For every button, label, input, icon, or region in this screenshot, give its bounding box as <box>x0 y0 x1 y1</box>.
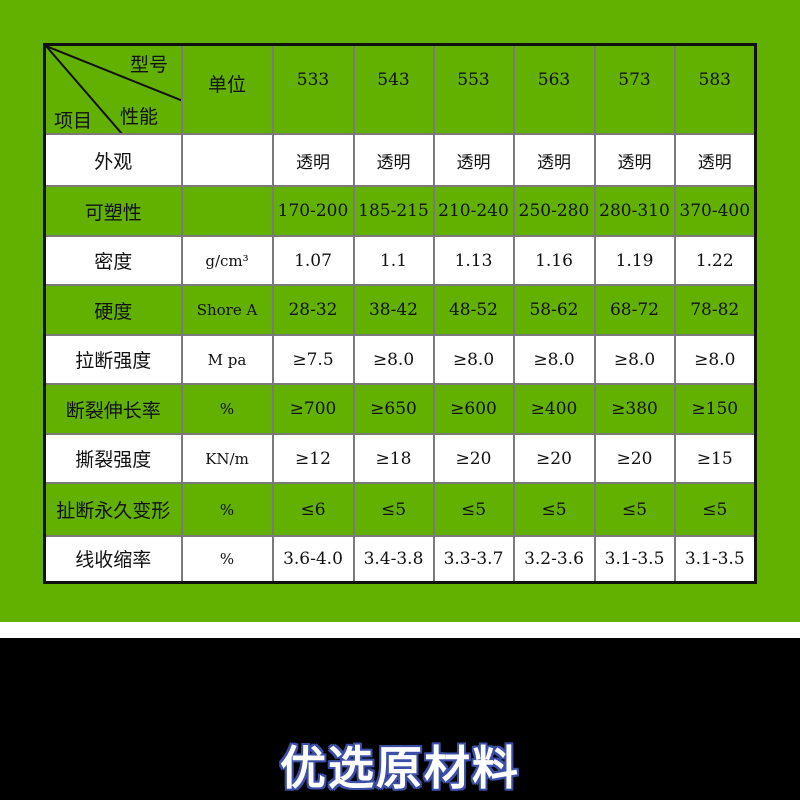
value-cell: ≥7.5 <box>271 334 355 385</box>
value-cell: ≥20 <box>512 433 596 484</box>
value-cell: 3.1-3.5 <box>593 535 676 583</box>
model-header-553: 553 <box>432 43 515 135</box>
section-title: 优选原材料 <box>280 741 520 795</box>
row-unit: KN/m <box>180 433 274 484</box>
row-unit: % <box>180 383 274 435</box>
model-header-533: 533 <box>271 43 355 135</box>
value-cell: 3.2-3.6 <box>512 535 596 583</box>
value-cell: 3.3-3.7 <box>432 535 515 583</box>
value-cell: ≥400 <box>512 383 596 435</box>
value-cell: 78-82 <box>673 284 757 336</box>
value-cell: ≤6 <box>271 482 355 537</box>
value-cell: ≤5 <box>512 482 596 537</box>
model-header-543: 543 <box>352 43 435 135</box>
table-row: 可塑性 170-200 185-215 210-240 250-280 280-310 37… <box>43 185 757 237</box>
value-cell: 210-240 <box>432 185 515 237</box>
value-cell: ≥8.0 <box>673 334 757 385</box>
row-label: 拉断强度 <box>43 334 183 385</box>
value-cell: 透明 <box>432 133 515 187</box>
row-label: 密度 <box>43 235 183 286</box>
value-cell: 3.1-3.5 <box>673 535 757 583</box>
value-cell: 透明 <box>512 133 596 187</box>
table-row: 扯断永久变形% ≤6 ≤5 ≤5 ≤5 ≤5 ≤5 <box>43 482 757 537</box>
corner-item-label: 项目 <box>54 110 93 132</box>
value-cell: ≥20 <box>593 433 676 484</box>
row-label: 硬度 <box>43 284 183 336</box>
table-row: 线收缩率% 3.6-4.0 3.4-3.8 3.3-3.7 3.2-3.6 3.1-3.5… <box>43 535 757 583</box>
corner-model-label: 型号 <box>130 54 169 76</box>
row-unit: % <box>180 482 274 537</box>
value-cell: ≥700 <box>271 383 355 435</box>
row-label: 可塑性 <box>43 185 183 237</box>
row-label: 断裂伸长率 <box>43 383 183 435</box>
value-cell: 1.19 <box>593 235 676 286</box>
row-unit <box>180 133 274 187</box>
black-background <box>0 638 800 800</box>
value-cell: 1.13 <box>432 235 515 286</box>
value-cell: ≥380 <box>593 383 676 435</box>
value-cell: 透明 <box>352 133 435 187</box>
divider-strip <box>0 622 800 638</box>
row-label: 线收缩率 <box>43 535 183 583</box>
row-label: 扯断永久变形 <box>43 482 183 537</box>
corner-property-label: 性能 <box>120 106 159 128</box>
value-cell: ≤5 <box>593 482 676 537</box>
value-cell: 370-400 <box>673 185 757 237</box>
value-cell: 3.6-4.0 <box>271 535 355 583</box>
diagonal-lines <box>46 46 180 133</box>
value-cell: ≥8.0 <box>432 334 515 385</box>
value-cell: ≤5 <box>673 482 757 537</box>
corner-cell: 型号 性能 项目 <box>43 43 183 135</box>
table-row: 断裂伸长率% ≥700 ≥650 ≥600 ≥400 ≥380 ≥150 <box>43 383 757 435</box>
row-label: 撕裂强度 <box>43 433 183 484</box>
value-cell: 170-200 <box>271 185 355 237</box>
row-label: 外观 <box>43 133 183 187</box>
value-cell: 1.1 <box>352 235 435 286</box>
value-cell: ≥150 <box>673 383 757 435</box>
row-unit <box>180 185 274 237</box>
value-cell: 3.4-3.8 <box>352 535 435 583</box>
value-cell: ≥600 <box>432 383 515 435</box>
value-cell: ≥20 <box>432 433 515 484</box>
value-cell: ≥650 <box>352 383 435 435</box>
row-unit: g/cm³ <box>180 235 274 286</box>
table-row: 拉断强度 M pa ≥7.5 ≥8.0 ≥8.0 ≥8.0 ≥8.0 ≥8.0 <box>43 334 757 385</box>
table-row: 撕裂强度 KN/m ≥12 ≥18 ≥20 ≥20 ≥20 ≥15 <box>43 433 757 484</box>
value-cell: 185-215 <box>352 185 435 237</box>
value-cell: ≤5 <box>352 482 435 537</box>
value-cell: 68-72 <box>593 284 676 336</box>
value-cell: 1.16 <box>512 235 596 286</box>
value-cell: 1.07 <box>271 235 355 286</box>
value-cell: ≥8.0 <box>512 334 596 385</box>
value-cell: 58-62 <box>512 284 596 336</box>
model-header-583: 583 <box>673 43 757 135</box>
value-cell: 250-280 <box>512 185 596 237</box>
unit-header: 单位 <box>180 43 274 135</box>
table-row: 硬度 Shore A 28-32 38-42 48-52 58-62 68-72 78-82 <box>43 284 757 336</box>
value-cell: 透明 <box>593 133 676 187</box>
value-cell: ≥15 <box>673 433 757 484</box>
value-cell: ≥18 <box>352 433 435 484</box>
value-cell: 48-52 <box>432 284 515 336</box>
value-cell: ≤5 <box>432 482 515 537</box>
spec-table: 型号 性能 项目 单位 533 543 553 563 573 583 外观 透明 透明 透明透… <box>43 43 757 584</box>
value-cell: 38-42 <box>352 284 435 336</box>
value-cell: ≥8.0 <box>593 334 676 385</box>
header-row: 型号 性能 项目 单位 533 543 553 563 573 583 <box>43 43 757 135</box>
value-cell: ≥8.0 <box>352 334 435 385</box>
model-header-563: 563 <box>512 43 596 135</box>
table-row: 密度 g/cm³ 1.07 1.1 1.13 1.16 1.19 1.22 <box>43 235 757 286</box>
value-cell: ≥12 <box>271 433 355 484</box>
row-unit: % <box>180 535 274 583</box>
row-unit: Shore A <box>180 284 274 336</box>
table-row: 外观 透明 透明 透明 透明 透明 透明 <box>43 133 757 187</box>
model-header-573: 573 <box>593 43 676 135</box>
row-unit: M pa <box>180 334 274 385</box>
value-cell: 280-310 <box>593 185 676 237</box>
value-cell: 28-32 <box>271 284 355 336</box>
value-cell: 透明 <box>673 133 757 187</box>
value-cell: 透明 <box>271 133 355 187</box>
value-cell: 1.22 <box>673 235 757 286</box>
